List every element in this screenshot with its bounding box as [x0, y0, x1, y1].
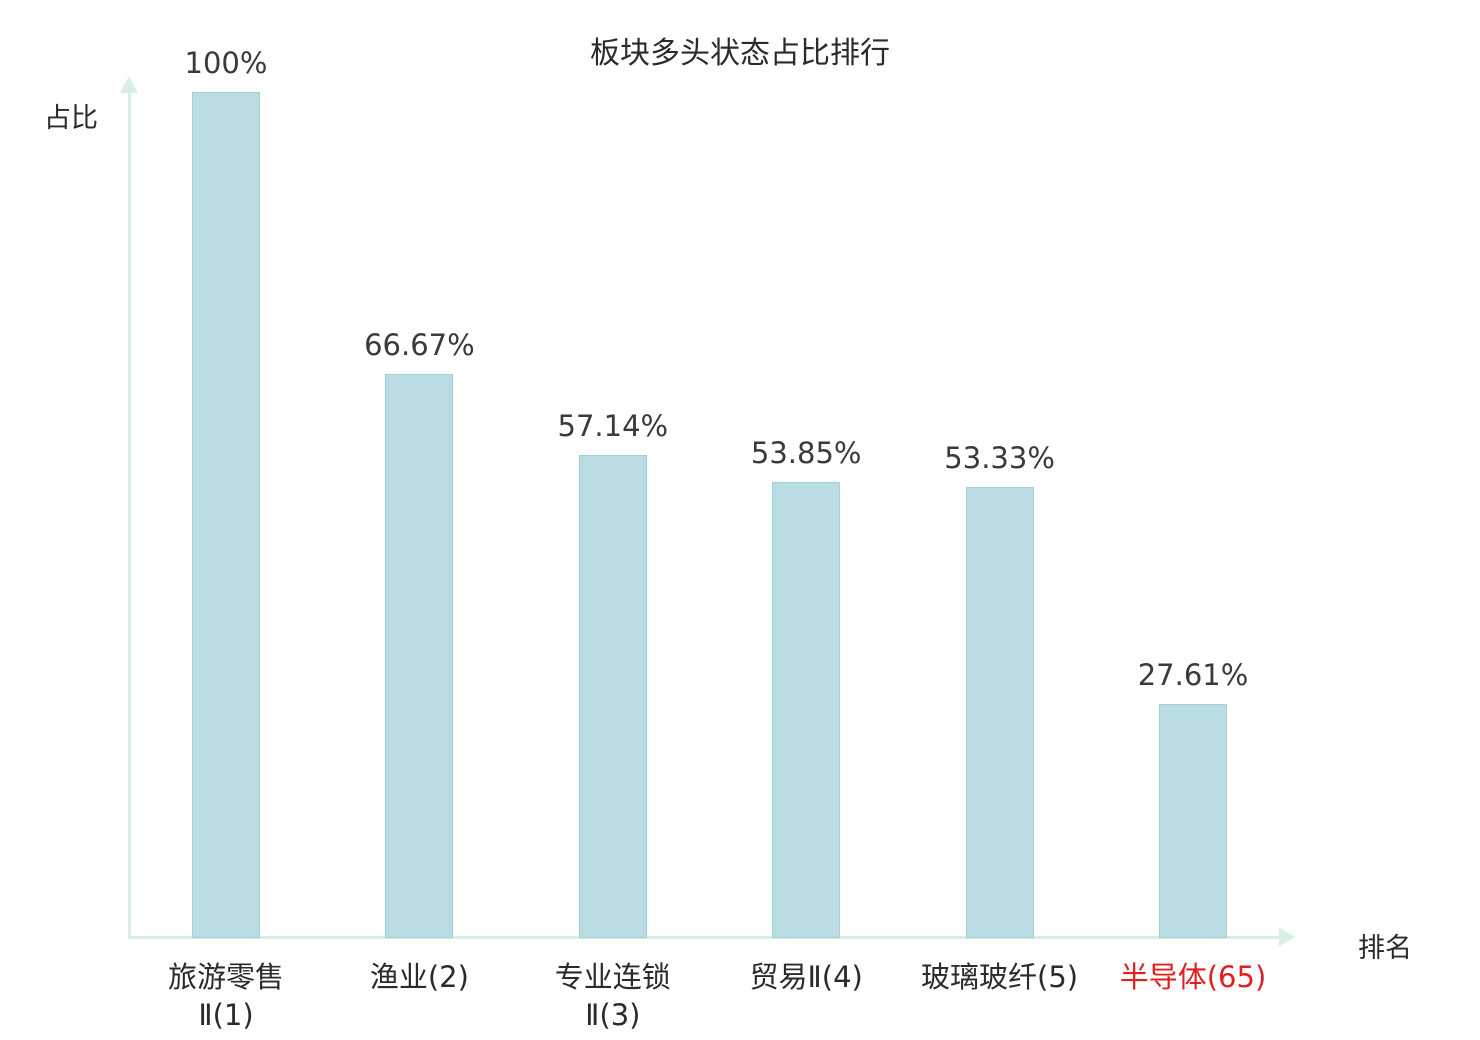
bar-value-label-6: 27.61% [1137, 658, 1249, 692]
category-label-3: 专业连锁 Ⅱ(3) [554, 960, 671, 1032]
x-axis-label: 排名 [1358, 933, 1412, 964]
bar-value-label-3: 57.14% [557, 409, 669, 443]
bar-value-label-1: 100% [184, 46, 268, 80]
bar-value-label-5: 53.33% [944, 441, 1055, 475]
bar-1 [192, 92, 260, 938]
bar-5 [965, 487, 1034, 938]
x-axis-line [128, 936, 1280, 939]
category-label-5: 玻璃玻纤(5) [921, 960, 1079, 994]
bar-value-label-4: 53.85% [750, 436, 862, 470]
category-label-6: 半导体(65) [1119, 960, 1267, 994]
x-axis-arrow-icon [1279, 928, 1296, 946]
y-axis-arrow-icon [120, 76, 138, 93]
y-axis-line [128, 92, 131, 938]
bar-2 [385, 374, 454, 938]
y-axis-label: 占比 [44, 103, 98, 134]
bar-value-label-2: 66.67% [364, 328, 475, 362]
bar-4 [772, 482, 841, 938]
category-label-2: 渔业(2) [369, 960, 469, 994]
bar-6 [1159, 704, 1227, 938]
category-label-4: 贸易Ⅱ(4) [749, 960, 863, 994]
bar-3 [578, 455, 647, 938]
category-label-1: 旅游零售 Ⅱ(1) [167, 960, 284, 1032]
chart-title: 板块多头状态占比排行 [590, 36, 890, 71]
